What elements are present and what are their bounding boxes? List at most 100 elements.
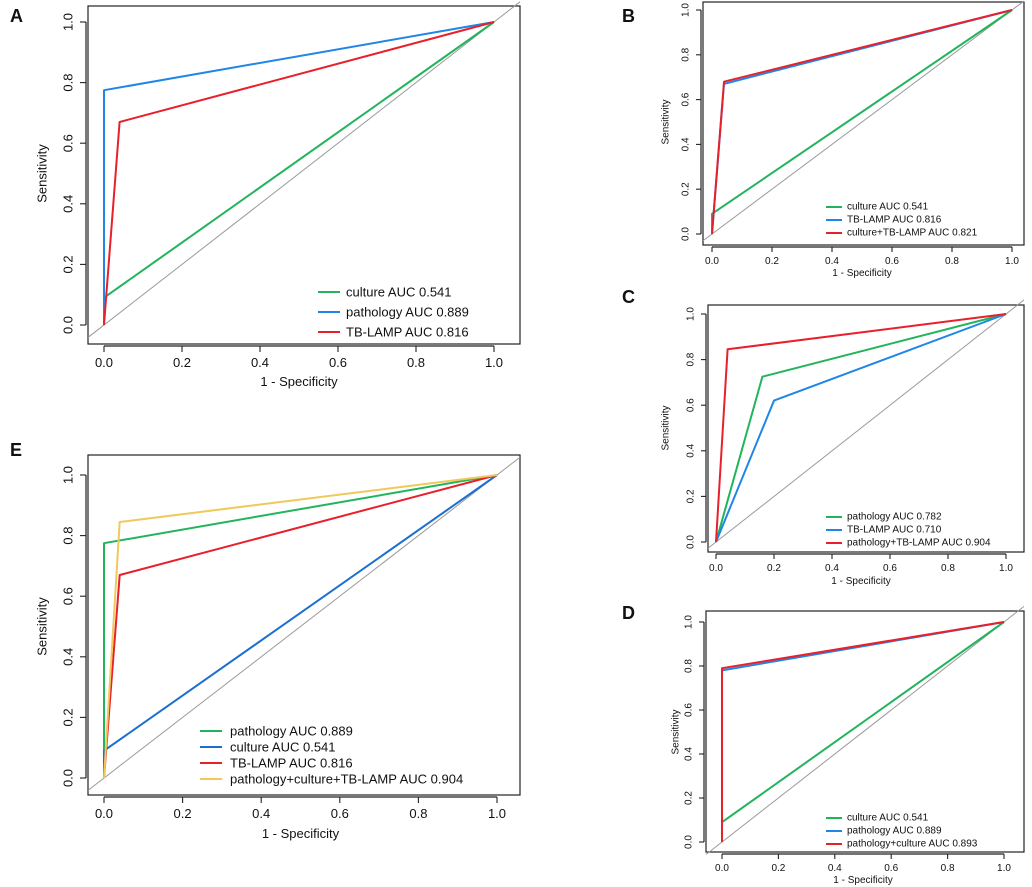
x-tick-label: 0.8 <box>409 806 427 821</box>
legend: culture AUC 0.541 pathology AUC 0.889 path… <box>826 813 978 850</box>
y-tick-label: 0.6 <box>686 398 697 412</box>
roc-line-series-4 <box>103 474 498 779</box>
y-tick-label: 1.0 <box>61 13 76 31</box>
x-tick-label: 0.0 <box>95 355 113 370</box>
x-tick-label: 0.4 <box>825 256 839 267</box>
legend-label: TB-LAMP AUC 0.816 <box>230 756 353 771</box>
panel-letter-c: C <box>622 287 635 307</box>
legend-label: pathology+culture+TB-LAMP AUC 0.904 <box>230 772 463 787</box>
y-tick-label: 1.0 <box>681 3 692 17</box>
panel-c: C 0.0 0.0 0.2 0.2 0.4 0.4 0.6 0.6 0.8 0.8 1.0 1.0 1 -… <box>622 287 1025 587</box>
x-axis-label: 1 - Specificity <box>262 826 340 841</box>
panel-letter-d: D <box>622 603 635 623</box>
y-tick-label: 1.0 <box>686 307 697 321</box>
legend-label: culture AUC 0.541 <box>847 813 929 824</box>
x-tick-label: 0.2 <box>174 806 192 821</box>
plot-frame <box>705 610 1025 853</box>
y-tick-label: 0.0 <box>61 769 76 787</box>
panel-b: B 0.0 0.0 0.2 0.2 0.4 0.4 0.6 0.6 0.8 0.8 1.0 1.0 1 -… <box>622 0 1025 279</box>
y-tick-label: 0.0 <box>684 835 695 849</box>
roc-line-series-3 <box>721 621 1005 842</box>
y-axis-label: Sensitivity <box>671 709 682 754</box>
y-tick-label: 0.2 <box>686 489 697 503</box>
x-tick-label: 1.0 <box>999 563 1013 574</box>
y-tick-label: 0.4 <box>61 195 76 213</box>
y-tick-label: 0.2 <box>61 708 76 726</box>
x-tick-label: 0.2 <box>173 355 191 370</box>
y-axis-label: Sensitivity <box>35 597 50 656</box>
y-axis-label: Sensitivity <box>661 99 672 144</box>
x-tick-label: 0.6 <box>885 256 899 267</box>
y-tick-label: 0.0 <box>681 227 692 241</box>
roc-line-series-3 <box>103 474 498 779</box>
y-tick-label: 0.6 <box>61 587 76 605</box>
plot-frame <box>702 1 1025 246</box>
plot-frame <box>87 5 521 345</box>
legend-label: TB-LAMP AUC 0.816 <box>346 325 469 340</box>
x-tick-label: 0.4 <box>828 863 842 874</box>
y-tick-label: 0.4 <box>684 747 695 761</box>
roc-line-series-1 <box>103 474 498 778</box>
x-axis-label: 1 - Specificity <box>832 268 891 279</box>
y-tick-label: 0.4 <box>681 137 692 151</box>
y-tick-label: 0.8 <box>684 659 695 673</box>
roc-line-series-3 <box>103 21 495 326</box>
x-axis-label: 1 - Specificity <box>260 374 338 389</box>
legend-label: culture AUC 0.541 <box>346 285 452 300</box>
y-tick-label: 0.2 <box>684 791 695 805</box>
x-tick-label: 0.4 <box>252 806 270 821</box>
legend-label: pathology AUC 0.889 <box>346 305 469 320</box>
y-axis-label: Sensitivity <box>661 405 672 450</box>
roc-line-series-1 <box>715 313 1007 543</box>
legend-label: culture+TB-LAMP AUC 0.821 <box>847 228 978 239</box>
panel-letter-b: B <box>622 6 635 26</box>
x-tick-label: 0.2 <box>765 256 779 267</box>
y-tick-label: 1.0 <box>61 466 76 484</box>
y-tick-label: 0.4 <box>61 648 76 666</box>
x-tick-label: 0.8 <box>941 563 955 574</box>
y-tick-label: 0.6 <box>61 134 76 152</box>
legend-label: pathology AUC 0.889 <box>847 826 942 837</box>
reference-diagonal <box>702 0 1025 242</box>
x-tick-label: 0.0 <box>705 256 719 267</box>
y-axis-label: Sensitivity <box>35 144 50 203</box>
x-axis-label: 1 - Specificity <box>833 875 892 886</box>
panel-e: E 0.0 0.0 0.2 0.2 0.4 0.4 0.6 0.6 0.8 0.8 1.0 1.0 1 -… <box>10 440 521 841</box>
panel-letter-e: E <box>10 440 22 460</box>
legend-label: pathology+TB-LAMP AUC 0.904 <box>847 538 991 549</box>
x-tick-label: 1.0 <box>1005 256 1019 267</box>
panel-a: A 0.0 0.0 0.2 0.2 0.4 0.4 0.6 0.6 0.8 0.8 1.0 1.0 1 -… <box>10 1 521 389</box>
legend-label: TB-LAMP AUC 0.816 <box>847 215 942 226</box>
legend-label: pathology AUC 0.782 <box>847 512 942 523</box>
y-tick-label: 0.6 <box>684 703 695 717</box>
x-tick-label: 0.4 <box>251 355 269 370</box>
x-tick-label: 0.0 <box>709 563 723 574</box>
panel-letter-a: A <box>10 6 23 26</box>
y-tick-label: 0.0 <box>686 535 697 549</box>
y-tick-label: 1.0 <box>684 615 695 629</box>
legend-label: culture AUC 0.541 <box>230 740 336 755</box>
x-tick-label: 0.6 <box>329 355 347 370</box>
x-axis-label: 1 - Specificity <box>831 576 890 587</box>
y-tick-label: 0.6 <box>681 92 692 106</box>
x-tick-label: 0.0 <box>95 806 113 821</box>
legend: culture AUC 0.541 pathology AUC 0.889 TB-L… <box>318 285 469 340</box>
reference-diagonal <box>705 606 1025 855</box>
x-tick-label: 0.8 <box>407 355 425 370</box>
x-tick-label: 1.0 <box>485 355 503 370</box>
roc-line-series-2 <box>715 313 1007 543</box>
y-tick-label: 0.2 <box>681 182 692 196</box>
reference-diagonal <box>87 1 521 338</box>
y-tick-label: 0.4 <box>686 443 697 457</box>
legend: pathology AUC 0.782 TB-LAMP AUC 0.710 path… <box>826 512 991 549</box>
y-tick-label: 0.8 <box>686 352 697 366</box>
x-tick-label: 0.6 <box>331 806 349 821</box>
plot-frame <box>87 454 521 796</box>
plot-frame <box>707 304 1025 553</box>
panel-d: D 0.0 0.0 0.2 0.2 0.4 0.4 0.6 0.6 0.8 0.8 1.0 1.0 1 -… <box>622 603 1025 886</box>
x-tick-label: 0.4 <box>825 563 839 574</box>
roc-line-series-2 <box>103 21 495 325</box>
y-tick-label: 0.8 <box>681 47 692 61</box>
